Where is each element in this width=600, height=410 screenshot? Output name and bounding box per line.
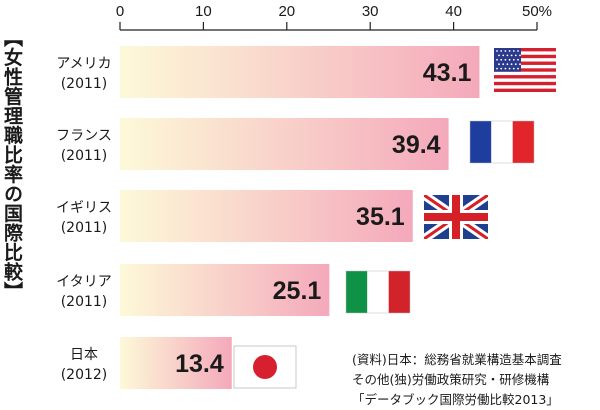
- category-year-label: (2011): [61, 76, 108, 92]
- bar: [120, 264, 330, 316]
- bar: [120, 337, 232, 389]
- bar-value-label: 13.4: [175, 350, 224, 378]
- x-tick-label: 10: [195, 3, 212, 20]
- x-tick-label: 0: [116, 3, 124, 20]
- x-tick-label: 40: [445, 3, 462, 20]
- france-flag: [469, 120, 535, 164]
- bar: [120, 118, 449, 170]
- category-label: 日本: [70, 347, 98, 363]
- category-year-label: (2011): [61, 148, 108, 164]
- bar: [120, 46, 480, 98]
- category-label: アメリカ: [56, 56, 111, 72]
- flags: [233, 48, 556, 389]
- bar: [120, 190, 413, 242]
- source-line-1: (資料)日本：総務省就業構造基本調査: [352, 352, 562, 367]
- category-year-label: (2011): [61, 220, 108, 236]
- bars: 43.1 39.4 35.1 25.1 13.4: [120, 46, 480, 389]
- bar-value-label: 35.1: [356, 203, 405, 231]
- category-label: イギリス: [56, 200, 112, 216]
- chart-title: 【女性管理職比率の国際比較】: [1, 27, 23, 301]
- x-tick-label: 50%: [522, 3, 552, 20]
- category-year-label: (2012): [61, 367, 108, 383]
- x-tick-label: 20: [278, 3, 295, 20]
- x-axis: 0 10 20 30 40 50%: [116, 3, 552, 31]
- category-labels: アメリカ (2011) フランス (2011) イギリス (2011) イタリア (2011)…: [56, 56, 112, 383]
- source-line-3: 「データブック国際労働比較2013」: [352, 392, 559, 407]
- italy-flag: [345, 270, 411, 314]
- uk-flag: [424, 195, 488, 239]
- japan-flag: [233, 345, 297, 389]
- bar-value-label: 43.1: [423, 59, 472, 87]
- category-label: フランス: [56, 128, 112, 144]
- category-year-label: (2011): [61, 294, 108, 310]
- usa-flag: [494, 48, 556, 92]
- bar-value-label: 39.4: [392, 131, 441, 159]
- x-tick-label: 30: [362, 3, 379, 20]
- category-label: イタリア: [56, 274, 111, 290]
- source-line-2: その他(独)労働政策研究・研修機構: [352, 372, 550, 387]
- bar-value-label: 25.1: [273, 277, 322, 305]
